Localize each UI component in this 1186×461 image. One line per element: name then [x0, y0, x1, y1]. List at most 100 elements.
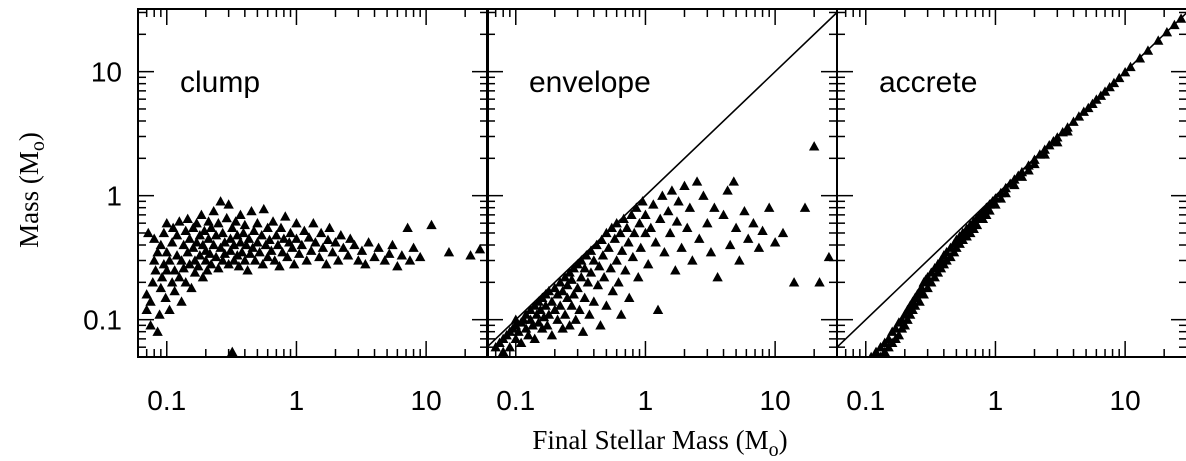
data-point [621, 222, 633, 233]
panel-clump: clump [137, 8, 489, 358]
y-tick-label: 10 [91, 57, 122, 88]
data-point [262, 222, 273, 233]
data-point [945, 251, 956, 262]
data-point [252, 237, 263, 247]
data-point [317, 242, 329, 252]
data-point [174, 216, 185, 226]
data-point [666, 185, 678, 195]
data-point [327, 246, 338, 257]
data-point [659, 246, 670, 257]
data-point [414, 251, 426, 262]
data-point [566, 300, 577, 310]
data-point [557, 323, 568, 333]
data-point [408, 242, 419, 252]
data-point [178, 239, 189, 250]
data-point [303, 232, 315, 242]
data-point [615, 309, 627, 319]
panel-frame [836, 8, 1186, 358]
data-point [990, 199, 1001, 209]
data-point [579, 263, 590, 273]
data-point [1068, 116, 1079, 126]
data-point [293, 248, 305, 258]
data-point [579, 292, 590, 302]
data-point [345, 233, 356, 243]
data-point [576, 272, 587, 282]
data-point [158, 227, 170, 238]
data-point [670, 265, 681, 275]
data-point [205, 259, 217, 269]
data-point [217, 255, 228, 265]
data-point [1175, 13, 1186, 23]
data-point [188, 242, 199, 252]
data-point [402, 222, 413, 233]
data-point [673, 196, 684, 206]
data-point [161, 246, 172, 257]
data-point [238, 227, 249, 238]
data-point [554, 300, 566, 310]
data-point [310, 237, 321, 247]
data-point [278, 233, 290, 243]
data-point [149, 255, 160, 265]
x-tick-label: 1 [988, 385, 1004, 416]
data-point [552, 289, 563, 299]
data-point [204, 248, 216, 258]
data-point [570, 314, 581, 324]
data-point [929, 272, 940, 282]
data-point [523, 329, 534, 340]
data-point [631, 202, 642, 212]
data-point [223, 259, 234, 269]
data-point [149, 233, 160, 243]
data-point [1142, 45, 1154, 55]
data-point [301, 255, 312, 265]
data-point [363, 237, 374, 247]
data-point [233, 260, 245, 271]
x-tick-label: 10 [1110, 385, 1141, 416]
data-point [236, 246, 248, 257]
data-point [274, 260, 285, 271]
data-point [585, 267, 597, 277]
data-point [1039, 149, 1050, 159]
data-point [769, 237, 781, 247]
data-point [808, 141, 820, 151]
data-point [145, 320, 156, 330]
data-point [166, 237, 178, 247]
data-point [208, 205, 219, 216]
data-point [213, 263, 224, 273]
data-point [718, 209, 729, 220]
panel-label-envelope: envelope [529, 66, 651, 99]
data-point [184, 233, 195, 243]
data-point [321, 259, 332, 269]
panel-frame [137, 8, 489, 358]
data-point [349, 239, 360, 250]
data-point [568, 289, 579, 299]
data-point [373, 242, 384, 252]
data-point [387, 239, 398, 250]
data-point [626, 209, 637, 220]
data-point [576, 255, 587, 265]
x-tick-label: 0.1 [496, 385, 535, 416]
data-point [595, 320, 606, 330]
x-axis-title-text: Final Stellar Mass [532, 425, 729, 455]
data-point [219, 237, 230, 247]
data-point [584, 309, 595, 319]
data-point [324, 222, 335, 233]
data-point [564, 320, 575, 330]
data-point [1169, 19, 1180, 30]
data-point [308, 217, 319, 228]
data-point [679, 180, 690, 190]
data-point [254, 246, 265, 257]
data-point [189, 267, 201, 277]
data-point [264, 234, 275, 245]
data-point [191, 237, 202, 247]
data-point [379, 255, 390, 265]
data-point [543, 309, 555, 319]
data-point [208, 239, 219, 250]
data-points-clump [141, 196, 486, 357]
data-point [247, 242, 258, 252]
data-point [256, 229, 267, 240]
data-point [611, 217, 622, 228]
data-point [914, 296, 925, 306]
data-point [537, 323, 548, 333]
y-axis-title-unit: M [14, 151, 44, 175]
data-point [260, 239, 271, 250]
